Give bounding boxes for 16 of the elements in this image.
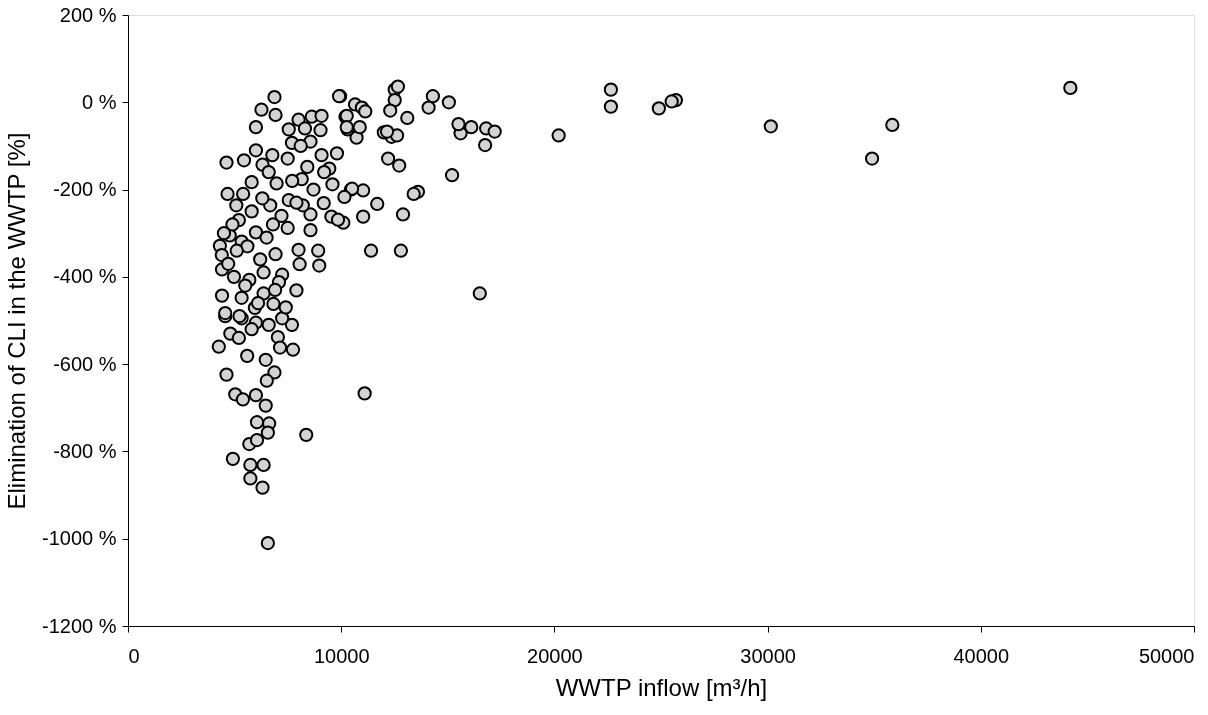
x-axis-title: WWTP inflow [m³/h] — [555, 673, 768, 701]
y-tick-label: -1200 % — [42, 614, 117, 637]
y-tick-label: -200 % — [53, 178, 117, 201]
x-tick-label: 10000 — [313, 644, 370, 667]
y-tick-label: 200 % — [59, 3, 117, 26]
x-tick-label: 20000 — [527, 644, 583, 667]
y-axis-title: Elimination of CLI in the WWTP [%] — [3, 132, 31, 510]
x-tick-label: 30000 — [740, 644, 796, 667]
x-tick-label: 40000 — [953, 644, 1010, 667]
y-tick-label: -600 % — [53, 352, 117, 375]
y-tick-label: -1000 % — [42, 527, 117, 550]
y-tick-label: -800 % — [53, 439, 117, 462]
y-tick-label: 0 % — [82, 90, 117, 113]
y-tick-label: -400 % — [53, 265, 117, 288]
x-tick-label: 50000 — [1138, 644, 1195, 667]
x-tick-label: 0 — [128, 644, 140, 667]
